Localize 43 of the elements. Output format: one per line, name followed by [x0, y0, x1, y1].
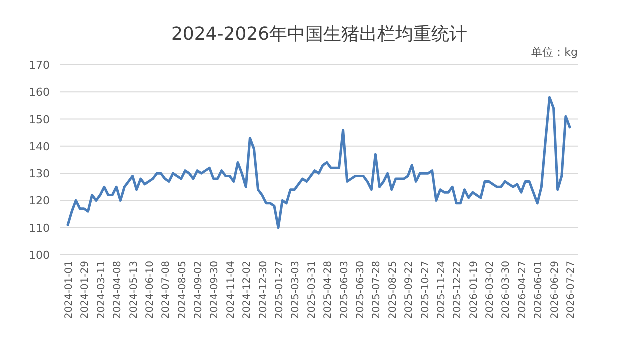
chart-title: 2024-2026年中国生猪出栏均重统计 [171, 24, 468, 45]
x-tick-label: 2024-09-02 [194, 261, 205, 320]
x-tick-label: 2025-11-24 [436, 261, 448, 320]
x-tick-label: 2025-03-03 [290, 261, 302, 320]
x-tick-label: 2026-06-29 [550, 261, 561, 320]
line-series [66, 96, 572, 230]
y-tick-label: 170 [29, 59, 50, 72]
x-tick-label: 2025-01-27 [274, 261, 286, 320]
x-tick-label: 2025-06-03 [339, 261, 350, 320]
x-tick-label: 2025-09-22 [404, 261, 416, 320]
x-tick-label: 2024-06-10 [144, 261, 156, 320]
y-tick-label: 120 [29, 194, 50, 208]
x-tick-label: 2026-03-30 [501, 261, 512, 320]
x-tick-label: 2024-12-30 [258, 261, 270, 320]
x-tick-label: 2024-11-04 [226, 261, 237, 320]
y-tick-label: 140 [29, 140, 50, 154]
y-tick-label: 150 [29, 113, 50, 126]
x-tick-label: 2024-04-08 [112, 261, 124, 320]
x-tick-label: 2025-10-27 [420, 261, 432, 320]
x-tick-label: 2024-03-11 [96, 261, 108, 320]
x-tick-label: 2025-12-22 [452, 261, 464, 320]
x-tick-label: 2025-08-25 [388, 261, 399, 320]
y-tick-label: 160 [29, 86, 50, 100]
x-tick-label: 2024-12-02 [242, 261, 254, 320]
y-tick-label: 110 [29, 222, 50, 235]
y-tick-label: 130 [29, 168, 50, 181]
text: 单位：kg [532, 46, 578, 59]
x-tick-label: 2024-07-08 [161, 261, 172, 320]
x-tick-label: 2025-04-28 [323, 261, 334, 320]
x-tick-label: 2024-01-29 [80, 261, 92, 320]
x-tick-label: 2026-03-02 [485, 261, 496, 320]
x-tick-label: 2024-05-13 [128, 261, 140, 320]
x-tick-label: 2024-08-05 [177, 261, 188, 320]
x-tick-label: 2024-09-30 [210, 261, 221, 320]
x-tick-label: 2025-06-30 [355, 261, 366, 320]
y-tick-label: 100 [29, 249, 50, 262]
x-tick-label: 2026-04-27 [517, 261, 528, 320]
x-tick-label: 2026-01-19 [468, 261, 480, 320]
x-tick-label: 2025-03-31 [306, 261, 318, 320]
x-tick-label: 2026-07-27 [566, 261, 577, 320]
x-tick-label: 2025-07-28 [372, 261, 383, 320]
x-tick-label: 2026-06-01 [534, 261, 545, 320]
x-tick-label: 2024-01-01 [64, 261, 75, 320]
